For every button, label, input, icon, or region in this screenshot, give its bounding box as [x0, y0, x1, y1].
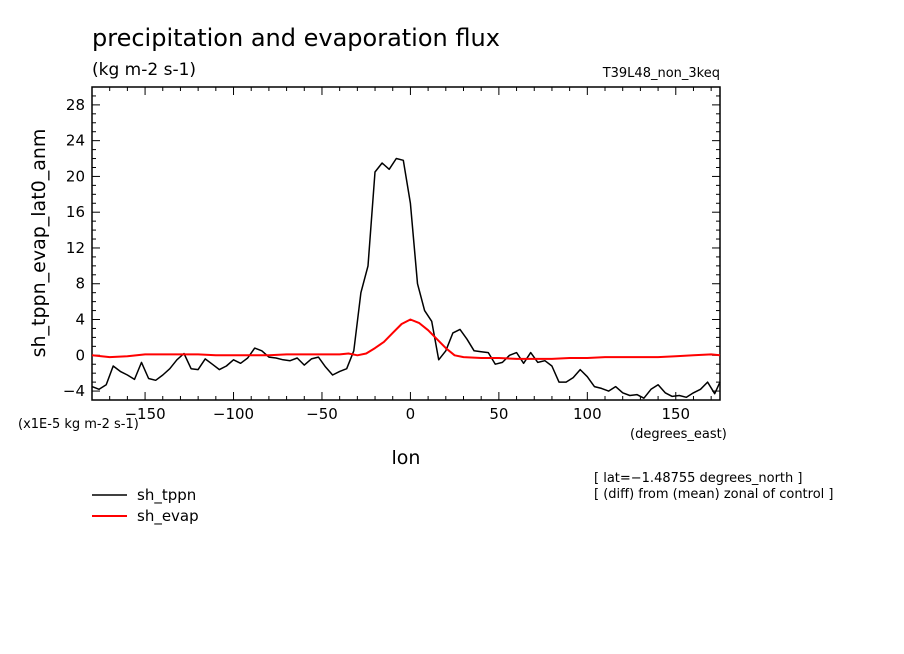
y-tick-label: 0	[75, 346, 85, 364]
legend-label-sh-evap: sh_evap	[137, 507, 199, 526]
series-line-sh-evap	[91, 318, 721, 360]
x-axis-label: lon	[392, 447, 421, 469]
units-label: (kg m-2 s-1)	[92, 60, 196, 80]
x-tick-label: 50	[489, 405, 508, 423]
y-tick-label: −4	[63, 382, 85, 400]
x-tick-label: 150	[661, 405, 690, 423]
x-tick-label: 0	[406, 405, 416, 423]
chart-title: precipitation and evaporation flux	[92, 24, 500, 52]
y-tick-label: 8	[75, 275, 85, 293]
plot-area: −150 −100 −50 0 50 100 150 −4 0 4 8 12 16 20 24 28	[63, 86, 721, 423]
x-tick-label: −150	[124, 405, 165, 423]
y-tick-label: 16	[66, 203, 85, 221]
y-tick-label: 24	[66, 132, 85, 150]
y-scale-note: (x1E-5 kg m-2 s-1)	[18, 417, 139, 432]
x-axis: −150 −100 −50 0 50 100 150	[91, 87, 712, 423]
run-label: T39L48_non_3keq	[602, 66, 720, 81]
annotation-diff: [ (diff) from (mean) zonal of control ]	[594, 487, 833, 502]
legend-label-sh-tppn: sh_tppn	[137, 486, 196, 505]
series-lines	[91, 157, 721, 399]
y-tick-label: 28	[66, 96, 85, 114]
plot-frame	[91, 86, 721, 401]
y-tick-label: 12	[66, 239, 85, 257]
y-tick-label: 20	[66, 167, 85, 185]
x-units-label: (degrees_east)	[630, 427, 727, 442]
y-tick-label: 4	[75, 311, 85, 329]
y-axis: −4 0 4 8 12 16 20 24 28	[63, 86, 720, 400]
legend: sh_tppn sh_evap	[92, 486, 199, 526]
x-tick-label: −100	[213, 405, 254, 423]
x-tick-label: −50	[306, 405, 338, 423]
series-line-sh-tppn	[91, 157, 721, 399]
x-tick-label: 100	[573, 405, 602, 423]
y-axis-label: sh_tppn_evap_lat0_anm	[28, 129, 50, 358]
annotation-lat: [ lat=−1.48755 degrees_north ]	[594, 471, 802, 486]
